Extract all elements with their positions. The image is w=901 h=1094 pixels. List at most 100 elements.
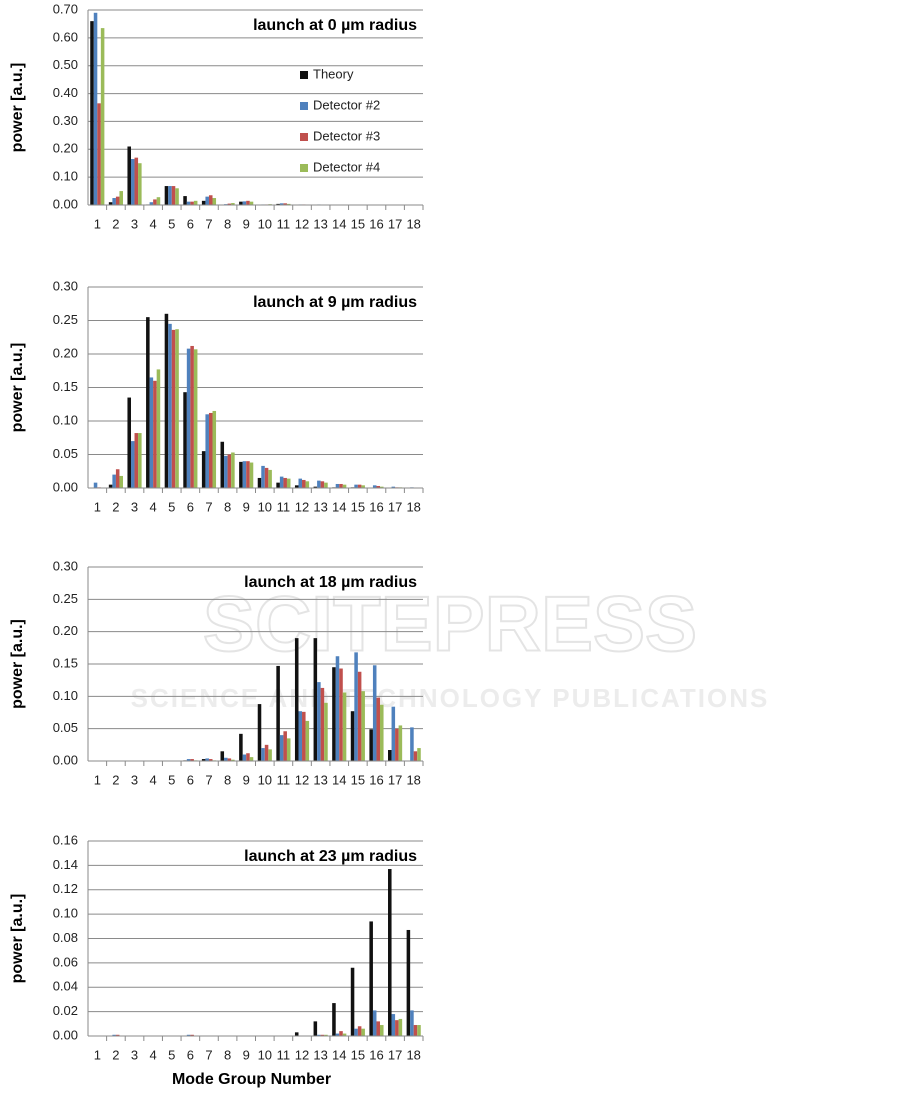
y-tick-label: 0.20 — [53, 345, 78, 360]
x-tick-label: 2 — [112, 772, 119, 787]
bar — [332, 667, 336, 761]
x-tick-label: 7 — [205, 499, 212, 514]
bar — [294, 1032, 299, 1036]
x-tick-label: 9 — [243, 1047, 250, 1062]
bar — [417, 748, 421, 761]
x-tick-label: 18 — [406, 1047, 420, 1062]
x-tick-label: 5 — [168, 216, 175, 231]
bar — [220, 441, 225, 488]
bar — [242, 201, 247, 205]
bar — [227, 454, 232, 488]
bar — [186, 201, 191, 205]
bar — [335, 483, 340, 488]
bar — [395, 1020, 399, 1036]
x-tick-label: 5 — [168, 772, 175, 787]
bar — [205, 758, 209, 761]
bar — [391, 1014, 396, 1036]
bar — [268, 469, 272, 488]
bar — [279, 735, 284, 761]
bar — [380, 486, 384, 488]
y-axis-label: power [a.u.] — [9, 619, 26, 709]
chart-title: launch at 18 µm radius — [244, 574, 417, 591]
x-tick-label: 3 — [131, 499, 138, 514]
x-tick-label: 16 — [369, 216, 383, 231]
x-tick-label: 4 — [150, 1047, 157, 1062]
bar — [246, 461, 250, 488]
bar — [93, 12, 98, 205]
bar — [283, 203, 287, 205]
bar — [127, 397, 131, 488]
y-tick-label: 0.06 — [53, 954, 78, 969]
y-tick-label: 0.40 — [53, 85, 78, 100]
bar — [354, 484, 358, 488]
x-tick-label: 14 — [332, 1047, 346, 1062]
bar — [380, 1025, 384, 1036]
bar — [246, 200, 250, 205]
legend-swatch — [300, 133, 308, 141]
bar — [283, 477, 287, 488]
x-tick-label: 10 — [258, 1047, 272, 1062]
x-tick-label: 9 — [243, 216, 250, 231]
chart-title: launch at 23 µm radius — [244, 848, 417, 865]
bar — [149, 377, 154, 488]
y-tick-label: 0.30 — [53, 113, 78, 128]
bar — [190, 1034, 194, 1036]
y-tick-label: 0.00 — [53, 479, 78, 494]
x-tick-label: 8 — [224, 772, 231, 787]
x-tick-label: 7 — [205, 1047, 212, 1062]
x-tick-label: 6 — [187, 772, 194, 787]
chart-title: launch at 0 µm radius — [253, 17, 417, 34]
bar — [294, 485, 299, 488]
bar — [313, 638, 318, 761]
bar — [224, 757, 228, 761]
y-tick-label: 0.10 — [53, 169, 78, 184]
y-tick-label: 0.12 — [53, 881, 78, 896]
bar — [354, 652, 358, 761]
bar — [97, 103, 101, 205]
y-axis-label: power [a.u.] — [9, 63, 26, 153]
bar — [380, 704, 384, 761]
bar — [388, 869, 392, 1036]
bar — [108, 484, 113, 488]
bar — [175, 188, 179, 205]
bar — [146, 317, 150, 488]
bar — [171, 186, 176, 205]
x-tick-label: 5 — [168, 1047, 175, 1062]
x-tick-label: 11 — [277, 499, 291, 514]
bar — [276, 203, 280, 205]
bar — [127, 146, 131, 205]
bar — [231, 759, 235, 761]
bar — [395, 728, 399, 761]
bar — [205, 414, 209, 488]
bar — [257, 704, 262, 761]
bar — [317, 480, 321, 488]
x-tick-label: 17 — [388, 1047, 402, 1062]
bar — [294, 638, 299, 761]
y-tick-label: 0.20 — [53, 141, 78, 156]
y-tick-label: 0.10 — [53, 906, 78, 921]
bar — [332, 1003, 336, 1036]
legend-label: Detector #4 — [313, 159, 380, 174]
bar — [156, 369, 161, 488]
y-tick-label: 0.25 — [53, 312, 78, 327]
bar — [208, 759, 213, 761]
y-tick-label: 0.70 — [53, 1, 78, 16]
bar — [186, 1034, 191, 1036]
x-tick-label: 11 — [277, 216, 291, 231]
bar — [130, 159, 135, 205]
bar — [242, 461, 247, 488]
y-tick-label: 0.10 — [53, 412, 78, 427]
bar — [313, 486, 318, 488]
bar — [369, 921, 373, 1036]
bar — [376, 697, 381, 761]
x-tick-label: 14 — [332, 216, 346, 231]
x-tick-label: 16 — [369, 772, 383, 787]
bar — [115, 196, 120, 205]
bar — [339, 1031, 343, 1036]
bar — [298, 478, 303, 488]
y-tick-label: 0.00 — [53, 196, 78, 211]
y-tick-label: 0.25 — [53, 591, 78, 606]
bar — [90, 21, 94, 206]
x-tick-label: 4 — [150, 499, 157, 514]
y-tick-label: 0.04 — [53, 979, 78, 994]
